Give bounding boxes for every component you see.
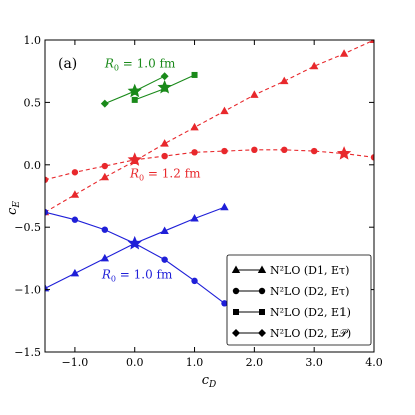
data-point: [251, 146, 258, 154]
legend: N²LO (D1, Eτ) N²LO (D2, Eτ) N²LO (D2, E𝟙) N…: [226, 254, 372, 346]
series-line: [45, 149, 374, 181]
data-point: [250, 90, 259, 98]
annotation-value: = 1.0 fm: [119, 56, 176, 70]
data-point: [100, 172, 110, 181]
series-line: [45, 40, 374, 213]
x-axis-label-sub: D: [208, 380, 216, 390]
data-point: [190, 122, 199, 131]
annotation-green: R0 = 1.0 fm: [104, 56, 176, 72]
legend-marker: [259, 309, 265, 315]
data-point: [220, 106, 229, 115]
legend-marker: [232, 287, 240, 295]
annotation-value: = 1.2 fm: [144, 166, 201, 180]
y-axis-label: cE: [5, 201, 22, 215]
data-point: [45, 176, 49, 183]
legend-label: N²LO (D2, E𝟙): [270, 306, 351, 319]
annotation-blue: R0 = 1.0 fm: [101, 267, 173, 283]
annotation-symbol: R: [101, 267, 111, 281]
legend-entry: N²LO (D2, Eτ): [232, 285, 349, 298]
data-point: [100, 253, 110, 262]
legend-entry: N²LO (D1, Eτ): [231, 264, 349, 277]
data-point: [131, 96, 138, 103]
data-point: [101, 226, 109, 233]
series-red-triangle: [45, 40, 374, 216]
y-tick-label: −1.0: [14, 284, 41, 297]
data-point: [191, 277, 198, 285]
legend-label: N²LO (D2, Eτ): [270, 285, 349, 298]
x-tick-label: 3.0: [305, 356, 323, 369]
x-axis-label: cD: [202, 373, 217, 390]
data-point: [190, 213, 199, 222]
legend-entry: N²LO (D2, E𝒫): [232, 327, 351, 340]
data-point: [160, 226, 169, 234]
data-point: [161, 256, 168, 263]
legend-marker: [232, 329, 240, 337]
annotation-subscript: 0: [111, 274, 116, 283]
y-axis-label-base: c: [5, 207, 20, 215]
data-point: [221, 147, 228, 155]
data-point: [70, 190, 80, 198]
x-axis-label-base: c: [202, 373, 210, 388]
legend-marker: [231, 265, 241, 273]
x-tick-label: 1.0: [186, 356, 204, 369]
x-tick-label: −1.0: [62, 356, 89, 369]
x-tick-label: 2.0: [246, 356, 264, 369]
data-point: [100, 99, 109, 108]
data-point: [281, 146, 288, 154]
panel-label: (a): [58, 56, 77, 72]
data-point: [70, 268, 80, 277]
y-tick-label: −0.5: [14, 221, 41, 234]
data-point: [160, 72, 169, 81]
data-point: [71, 216, 79, 223]
y-tick-label: −1.5: [14, 346, 41, 359]
star-layer: [127, 79, 352, 250]
y-tick-label: 0.5: [24, 96, 42, 109]
star-marker: [127, 152, 142, 166]
annotation-subscript: 0: [139, 173, 144, 182]
y-axis-label-sub: E: [12, 201, 22, 209]
annotation-symbol: R: [104, 56, 114, 70]
data-point: [160, 139, 169, 147]
data-point: [220, 202, 229, 211]
data-point: [101, 162, 109, 170]
tick-layer: −1.0 0.0 1.0 2.0 3.0 4.0 −1.5 −1.0 −0.5 0.0 0.5 1.0: [14, 34, 382, 369]
x-tick-label: 0.0: [126, 356, 144, 369]
data-point: [71, 169, 79, 176]
legend-label: N²LO (D1, Eτ): [270, 264, 349, 277]
data-point: [309, 61, 319, 70]
star-marker: [127, 235, 142, 250]
data-point: [221, 300, 228, 307]
legend-label: N²LO (D2, E𝒫): [270, 327, 351, 340]
data-point: [339, 49, 349, 57]
x-tick-label: 4.0: [365, 356, 383, 369]
legend-entry: N²LO (D2, E𝟙): [233, 306, 351, 319]
annotation-symbol: R: [129, 166, 139, 180]
data-point: [45, 209, 49, 216]
data-point: [370, 154, 374, 161]
data-point: [310, 147, 318, 155]
star-marker: [157, 79, 172, 94]
star-marker: [127, 83, 142, 98]
legend-marker: [258, 287, 266, 295]
annotation-value: = 1.0 fm: [116, 267, 173, 281]
data-point: [191, 71, 198, 78]
legend-marker: [233, 309, 239, 315]
star-marker: [336, 146, 352, 160]
legend-box: [226, 254, 372, 346]
annotation-red: R0 = 1.2 fm: [129, 166, 201, 182]
data-point: [161, 152, 168, 160]
data-point: [191, 149, 198, 156]
annotation-subscript: 0: [114, 63, 119, 72]
legend-marker: [258, 329, 266, 337]
data-point: [369, 40, 374, 43]
y-tick-label: 1.0: [24, 34, 42, 47]
y-tick-label: 0.0: [24, 159, 42, 172]
data-point: [280, 76, 289, 85]
plot-frame: [44, 39, 375, 353]
legend-marker: [257, 265, 267, 273]
